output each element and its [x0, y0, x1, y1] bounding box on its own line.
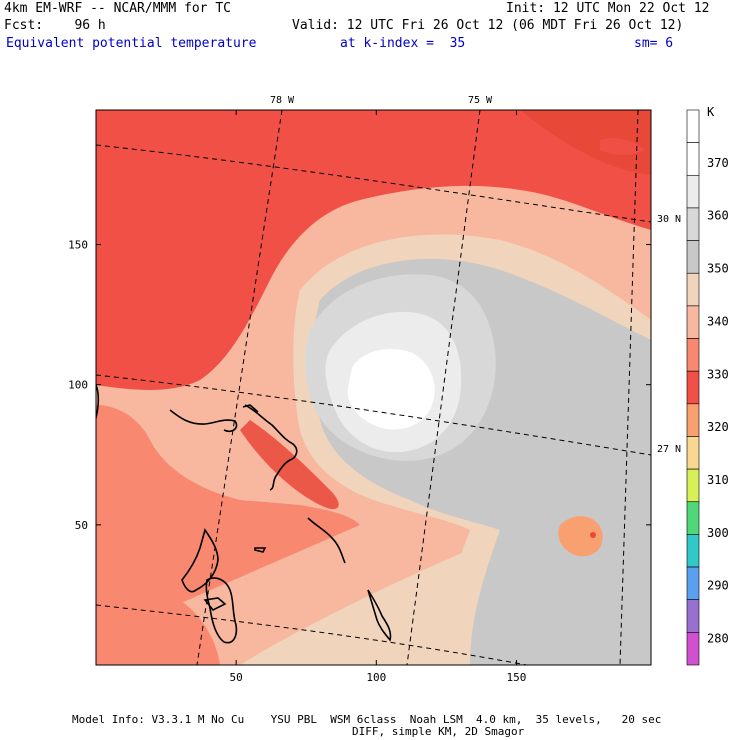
field-345-sw: [96, 405, 360, 640]
level-label: at k-index = 35: [340, 36, 466, 51]
field-band-east-of-abaco: [240, 420, 339, 510]
colorbar-swatch: [686, 338, 700, 372]
footer-model-info: Model Info: V3.3.1 M No Cu YSU PBL WSM 6…: [72, 713, 662, 726]
header-line2-left: Fcst: 96 h: [4, 18, 106, 33]
colorbar-swatch: [686, 370, 700, 405]
smoothing-label: sm= 6: [634, 36, 674, 51]
colorbar-swatch: [686, 632, 700, 666]
colorbar-swatch: [686, 599, 700, 633]
colorbar-swatch: [686, 207, 700, 241]
plot-frame: [95, 109, 652, 666]
colorbar-swatch: [686, 468, 700, 503]
colorbar-tick-label: 310: [707, 473, 729, 487]
header-line1-left: 4km EM-WRF -- NCAR/MMM for TC: [4, 1, 231, 16]
lon-label-78w: 78 W: [270, 95, 295, 106]
footer-diffusion-info: DIFF, simple KM, 2D Smagor: [352, 725, 525, 738]
colorbar-tick-label: 350: [707, 262, 729, 276]
header-line2-right: Valid: 12 UTC Fri 26 Oct 12 (06 MDT Fri …: [292, 18, 684, 33]
colorbar-tick-label: 290: [707, 579, 729, 593]
colorbar-swatch: [686, 566, 700, 601]
field-streaks: [96, 138, 645, 365]
axis-ticks: 50 100 150 50 100 150: [68, 110, 651, 684]
header-line1-right: Init: 12 UTC Mon 22 Oct 12: [506, 1, 710, 16]
y-tick-label: 150: [68, 239, 88, 252]
x-tick-label: 100: [366, 671, 386, 684]
colorbar-tick-label: 330: [707, 367, 729, 381]
x-tick-label: 50: [230, 671, 243, 684]
theta-e-field: [96, 110, 651, 665]
colorbar-swatch: [686, 501, 700, 535]
colorbar-swatch: [686, 403, 700, 437]
lat-label-30n: 30 N: [657, 214, 681, 225]
coastlines: [96, 384, 392, 644]
colorbar-swatch: [686, 109, 700, 143]
y-tick-label: 100: [68, 379, 88, 392]
colorbar-tick-label: 300: [707, 526, 729, 540]
field-ne-core: [520, 110, 651, 175]
colorbar-tick-label: 320: [707, 420, 729, 434]
x-tick-label: 150: [507, 671, 527, 684]
field-340-band: [96, 110, 651, 390]
colorbar-tick-label: 360: [707, 209, 729, 223]
colorbar-swatch: [686, 305, 700, 339]
colorbar-tick-label: 340: [707, 314, 729, 328]
colorbar-tick-label: 370: [707, 156, 729, 170]
colorbar-swatch: [686, 436, 700, 470]
colorbar-tick-label: 280: [707, 632, 729, 646]
colorbar-swatch: [686, 272, 700, 307]
colorbar-unit-label: K: [707, 105, 715, 119]
colorbar: 280 290 300 310 320 330 340 350 360 370 K: [686, 105, 729, 666]
colorbar-swatch: [686, 240, 700, 274]
colorbar-swatch: [686, 174, 700, 209]
lat-label-27n: 27 N: [657, 444, 681, 455]
storm-eye-max: [347, 348, 435, 430]
field-warm-spot: [558, 516, 603, 557]
colorbar-swatch: [686, 142, 700, 176]
field-name: Equivalent potential temperature: [6, 36, 257, 51]
lon-label-75w: 75 W: [468, 95, 493, 106]
colorbar-swatch: [686, 534, 700, 568]
y-tick-label: 50: [75, 519, 88, 532]
lat-lon-grid: [96, 110, 651, 665]
